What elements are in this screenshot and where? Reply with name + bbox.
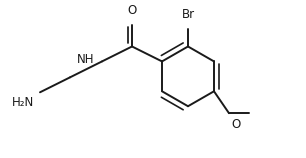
Text: O: O: [231, 118, 240, 131]
Text: NH: NH: [76, 53, 94, 66]
Text: Br: Br: [181, 8, 195, 21]
Text: O: O: [127, 4, 137, 17]
Text: H₂N: H₂N: [12, 96, 34, 109]
